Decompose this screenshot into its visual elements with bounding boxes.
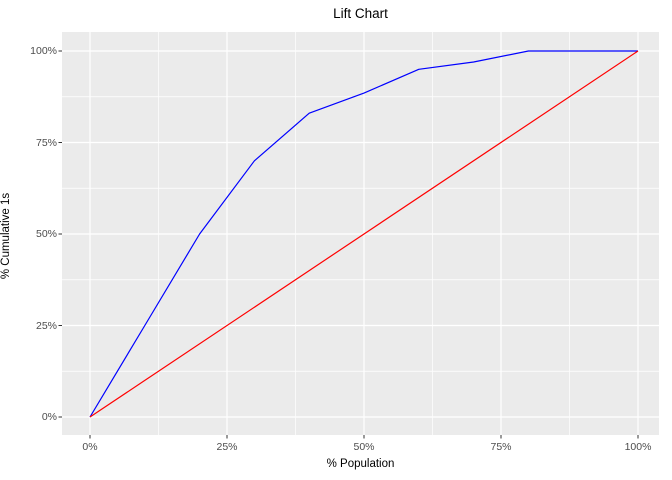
y-axis-title: % Cumulative 1s	[0, 192, 12, 280]
lift-curve-line	[89, 50, 638, 418]
y-tick-label: 0%	[41, 411, 57, 423]
y-tick-label: 100%	[30, 45, 57, 57]
y-tick-label: 25%	[35, 319, 57, 332]
random-baseline-line	[89, 50, 639, 418]
x-tick-label: 75%	[490, 441, 512, 453]
x-tick-label: 50%	[353, 441, 375, 453]
x-tick-label: 0%	[82, 441, 98, 453]
x-axis-title: % Population	[326, 458, 395, 470]
y-tick-label: 75%	[35, 136, 57, 149]
x-tick-label: 25%	[216, 441, 238, 453]
y-tick-label: 50%	[35, 228, 57, 240]
plot-title: Lift Chart	[333, 6, 388, 21]
x-tick-label: 100%	[624, 441, 652, 453]
